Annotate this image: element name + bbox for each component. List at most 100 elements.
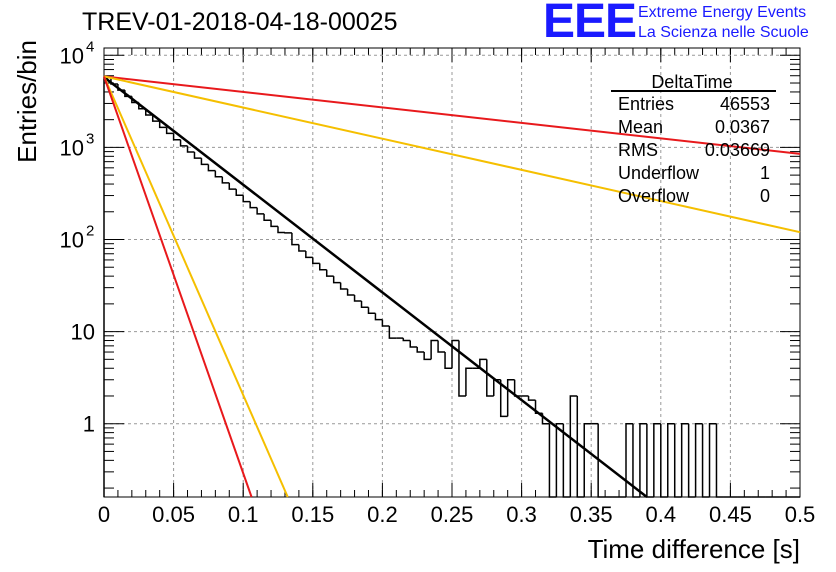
y-tick-label: 10 [60, 43, 84, 68]
fit-line [103, 75, 801, 155]
y-tick-exponent: 3 [86, 130, 94, 147]
histogram-bin [346, 289, 355, 296]
histogram-bin [562, 423, 571, 498]
histogram-bin [235, 189, 244, 197]
histogram-bin [451, 339, 459, 369]
histogram-bin [416, 347, 425, 353]
histogram-bin [214, 170, 223, 178]
stats-value: 46553 [720, 94, 770, 114]
histogram-bin [277, 226, 285, 234]
histogram-bin [555, 422, 564, 497]
eee-logo: EEE [543, 0, 637, 48]
histogram-bin [388, 326, 397, 339]
histogram-bin [479, 358, 487, 369]
stats-label: Underflow [618, 163, 700, 183]
y-tick-label: 1 [83, 412, 95, 437]
y-tick-label: 10 [60, 135, 84, 160]
x-tick-label: 0.5 [785, 502, 816, 527]
stats-box-title: DeltaTime [651, 72, 732, 92]
x-tick-label: 0.2 [367, 502, 398, 527]
histogram-bin [228, 182, 237, 190]
x-tick-label: 0 [98, 502, 110, 527]
x-tick-label: 0.35 [570, 502, 613, 527]
histogram-bin [708, 422, 717, 497]
histogram-bin [569, 395, 578, 497]
histogram-bin [332, 276, 341, 284]
histogram-bin [207, 164, 216, 172]
histogram-bin [513, 379, 522, 397]
histogram-bin [632, 423, 640, 498]
histogram-bin [381, 319, 390, 327]
histogram-bin [527, 395, 536, 401]
histogram-bin [339, 282, 348, 290]
histogram-bin [444, 352, 452, 369]
histogram-bin [673, 423, 682, 498]
histogram-bin [172, 133, 181, 141]
y-tick-label: 10 [60, 227, 84, 252]
histogram-bin [367, 307, 376, 315]
histogram-bin [430, 339, 439, 360]
histogram-bin [597, 423, 606, 498]
histogram-bin [409, 340, 418, 348]
histogram-bin [312, 257, 320, 265]
stats-value: 0.0367 [715, 117, 770, 137]
histogram-bin [653, 422, 661, 497]
y-axis-title: Entries/bin [12, 40, 42, 163]
histogram-bin [298, 244, 306, 252]
histogram-bin [701, 423, 710, 498]
histogram-bin [256, 207, 265, 215]
histogram-bin [660, 423, 668, 498]
logo-text: Extreme Energy Events La Scienza nelle S… [638, 3, 809, 43]
stats-value: 1 [760, 163, 770, 183]
histogram-bin [291, 232, 299, 246]
histogram-bin [242, 195, 251, 203]
histogram-bin [186, 145, 195, 153]
x-tick-label: 0.4 [646, 502, 677, 527]
stats-label: Mean [618, 117, 663, 137]
histogram-bin [625, 422, 633, 497]
fit-line [103, 75, 801, 234]
histogram-bin [694, 422, 703, 497]
histogram-bin [458, 340, 466, 397]
histogram-bin [179, 139, 188, 147]
stats-label: RMS [618, 140, 658, 160]
histogram-bin [305, 251, 313, 259]
histogram-bin [465, 367, 473, 396]
stats-value: 0 [760, 186, 770, 206]
stats-value: 0.03669 [705, 140, 770, 160]
histogram-bin [646, 423, 654, 498]
histogram-bin [221, 176, 230, 184]
histogram-bin [402, 338, 411, 342]
histogram-bin [499, 379, 508, 418]
x-axis-title: Time difference [s] [588, 534, 800, 564]
histogram-bin [715, 423, 724, 498]
histogram-bin [437, 340, 446, 353]
histogram-bin [353, 294, 362, 302]
stats-label: Overflow [618, 186, 690, 206]
histogram-bin [423, 352, 432, 361]
histogram-bin [158, 121, 167, 129]
histogram-bin [165, 127, 174, 135]
plot-title: TREV-01-2018-04-18-00025 [82, 8, 398, 36]
histogram-bin [486, 359, 494, 397]
histogram-bin [576, 395, 585, 498]
histogram-bin [270, 220, 278, 228]
y-tick-label: 10 [71, 320, 95, 345]
histogram-bin [687, 423, 696, 498]
x-tick-label: 0.25 [431, 502, 474, 527]
histogram-bin [374, 313, 383, 321]
histogram-bin [319, 263, 327, 271]
x-tick-label: 0.15 [291, 502, 334, 527]
histogram-bin [583, 422, 592, 497]
histogram-bin [680, 422, 689, 497]
x-tick-label: 0.3 [506, 502, 537, 527]
fit-line [103, 75, 289, 498]
histogram-bin [193, 152, 202, 159]
histogram-bin [200, 158, 209, 166]
y-tick-exponent: 4 [86, 38, 94, 55]
histogram-bin [667, 422, 675, 497]
histogram-bin [263, 213, 272, 221]
fit-line [103, 76, 253, 498]
logo-line-1: Extreme Energy Events [638, 4, 807, 21]
